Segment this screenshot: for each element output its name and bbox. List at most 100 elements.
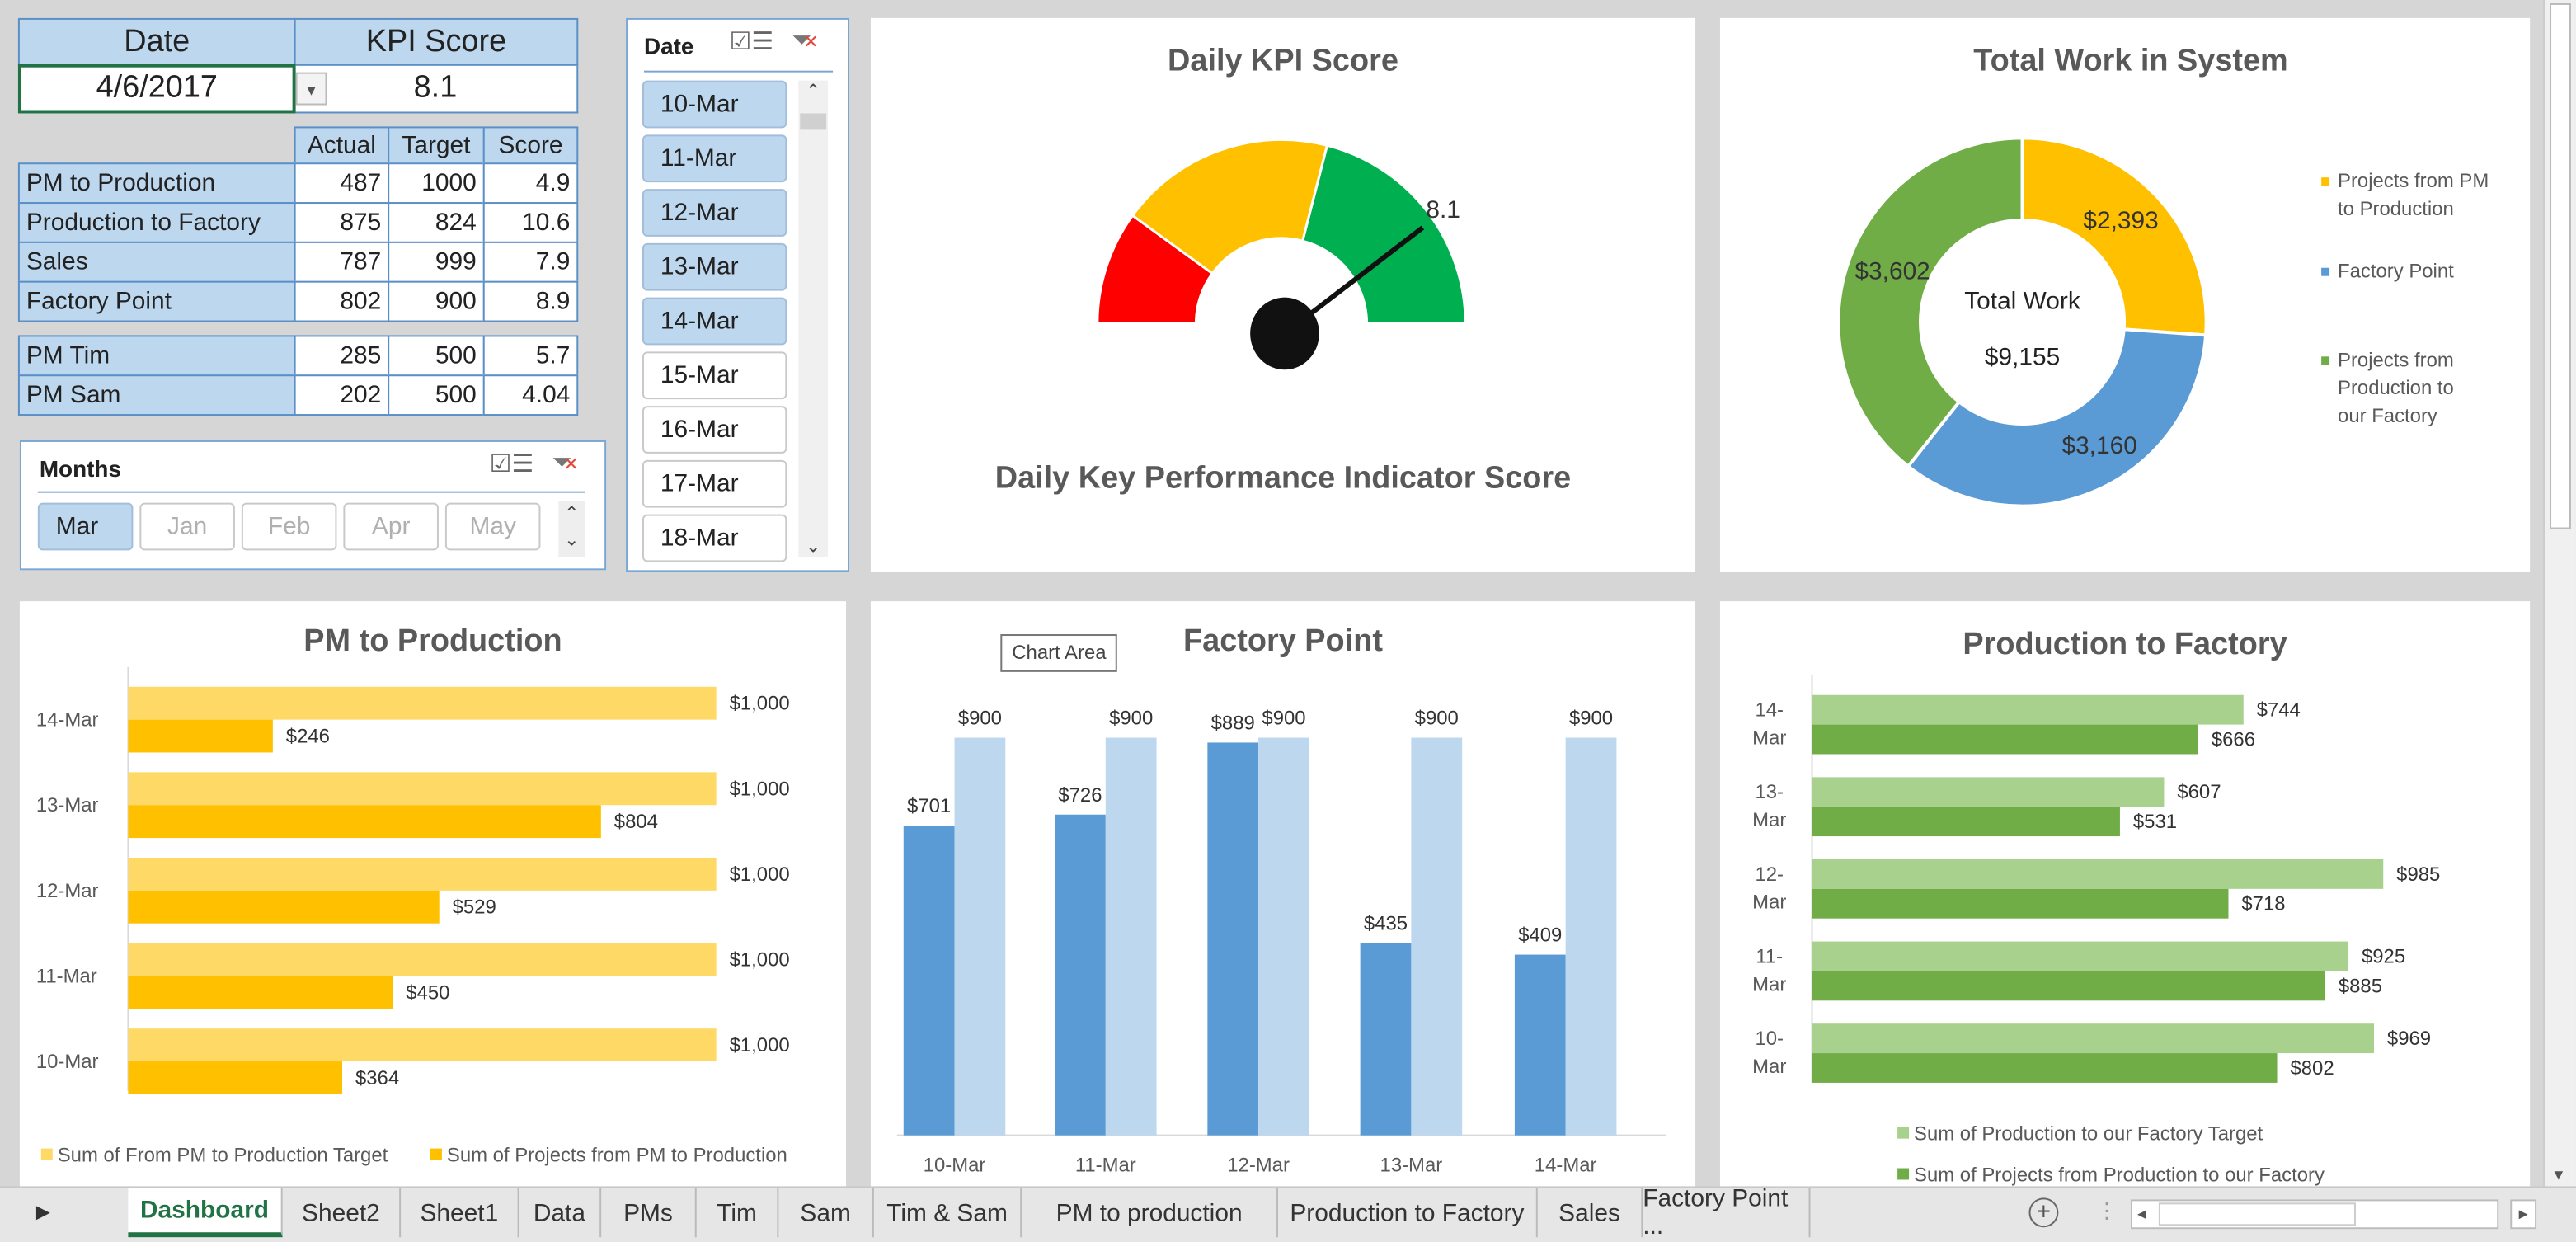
bar-data-label: $744: [2257, 699, 2301, 722]
cell-actual[interactable]: 285: [294, 335, 390, 377]
scroll-left-icon[interactable]: ◂: [2136, 1204, 2147, 1225]
month-item-apr[interactable]: Apr: [343, 502, 439, 551]
ptf-chart-title: Production to Factory: [1963, 628, 2287, 662]
bar: [1207, 742, 1259, 1136]
production-to-factory-panel[interactable]: Production to Factory $744 $666 14-Mar $607…: [1719, 601, 2531, 1187]
scroll-down-icon[interactable]: ▼: [2551, 1166, 2566, 1183]
date-item[interactable]: 15-Mar: [642, 351, 787, 400]
bar-data-label: $529: [453, 896, 496, 919]
bar: [1812, 941, 2349, 971]
bar-data-label: $925: [2362, 945, 2405, 967]
month-item-may[interactable]: May: [444, 502, 541, 551]
cell-score[interactable]: 4.04: [482, 374, 579, 416]
multi-select-icon[interactable]: ☑☰: [729, 27, 774, 56]
cell-target[interactable]: 999: [388, 241, 485, 283]
clear-filter-icon[interactable]: ⏷✕: [552, 448, 579, 477]
cell-score[interactable]: 10.6: [482, 202, 579, 243]
donut-svg: $2,393 Projects from PM to Production $3,16…: [1836, 136, 2489, 508]
bar: [1055, 814, 1106, 1136]
cell-actual[interactable]: 487: [294, 162, 390, 205]
cell-score[interactable]: 8.9: [482, 280, 579, 322]
cell-score[interactable]: 7.9: [482, 241, 579, 283]
clear-filter-icon[interactable]: ⏷✕: [792, 26, 819, 54]
date-item[interactable]: 12-Mar: [642, 189, 787, 237]
horizontal-scrollbar[interactable]: ◂: [2131, 1199, 2499, 1230]
sheet-tab[interactable]: Sheet2: [283, 1188, 402, 1238]
cell-score[interactable]: 5.7: [482, 335, 579, 377]
sheet-tab[interactable]: Factory Point ...: [1643, 1184, 1811, 1240]
bar-data-label: $900: [1262, 708, 1305, 730]
donut-chart-panel[interactable]: Total Work in System $2,393 Projects from…: [1719, 17, 2531, 572]
sheet-tab[interactable]: PMs: [601, 1188, 697, 1238]
donut-slice-label: $3,160: [2061, 432, 2136, 459]
month-item-feb[interactable]: Feb: [241, 502, 337, 551]
sheet-tab[interactable]: Sheet1: [401, 1188, 519, 1238]
sheet-tab[interactable]: Tim: [697, 1188, 779, 1238]
tab-splitter-icon[interactable]: ⋮: [2096, 1197, 2118, 1223]
legend-swatch: [40, 1148, 53, 1160]
sheet-tab[interactable]: Tim & Sam: [874, 1188, 1022, 1238]
months-scroll-arrows[interactable]: ⌃ ⌄: [558, 501, 585, 557]
add-sheet-icon[interactable]: +: [2028, 1197, 2059, 1228]
horizontal-scroll-thumb[interactable]: [2158, 1202, 2356, 1226]
vertical-scroll-thumb[interactable]: [2550, 2, 2571, 529]
date-item[interactable]: 13-Mar: [642, 242, 787, 291]
cell-target[interactable]: 1000: [388, 162, 485, 205]
bar-data-label: $1,000: [730, 948, 790, 971]
date-item[interactable]: 16-Mar: [642, 406, 787, 454]
bar: [128, 943, 717, 976]
chart-area-tooltip: Chart Area: [1000, 634, 1118, 672]
bar: [1411, 737, 1463, 1136]
cell-target[interactable]: 500: [388, 335, 485, 377]
donut-slice-label: $2,393: [2083, 207, 2158, 234]
scroll-right-icon[interactable]: ▸: [2510, 1199, 2537, 1230]
cell-actual[interactable]: 202: [294, 374, 390, 416]
cell-actual[interactable]: 787: [294, 241, 390, 283]
category-label: 10-Mar: [1752, 1028, 1786, 1078]
gauge-subtitle: Daily Key Performance Indicator Score: [994, 461, 1572, 496]
month-item-mar[interactable]: Mar: [37, 502, 134, 551]
category-label: 10-Mar: [924, 1155, 986, 1177]
sheet-tab[interactable]: Production to Factory: [1278, 1188, 1538, 1238]
gauge-knob: [1250, 297, 1319, 370]
sheet-tab[interactable]: Data: [519, 1188, 602, 1238]
bar: [1812, 807, 2120, 837]
bar-data-label: $1,000: [730, 1034, 790, 1056]
sheet-tab[interactable]: Sales: [1538, 1188, 1643, 1238]
pm-chart-title: PM to Production: [303, 624, 562, 659]
cell-actual[interactable]: 802: [294, 280, 390, 322]
date-item[interactable]: 18-Mar: [642, 514, 787, 562]
date-item[interactable]: 17-Mar: [642, 459, 787, 508]
date-slicer-scrollbar[interactable]: ⌃ ⌄: [798, 80, 829, 557]
date-item[interactable]: 11-Mar: [642, 134, 787, 183]
pm-to-production-panel[interactable]: PM to Production $1,000 $246 14-Mar $1,000 $…: [19, 601, 847, 1187]
cell-score[interactable]: 4.9: [482, 162, 579, 205]
column-header-score: Score: [482, 126, 579, 165]
bar-data-label: $985: [2396, 863, 2440, 886]
cell-target[interactable]: 500: [388, 374, 485, 416]
sheet-tab[interactable]: Sam: [778, 1188, 874, 1238]
date-item[interactable]: 10-Mar: [642, 80, 787, 129]
date-cell[interactable]: 4/6/2017: [17, 64, 296, 114]
date-item[interactable]: 14-Mar: [642, 297, 787, 346]
sheet-tab[interactable]: Dashboard: [128, 1188, 283, 1238]
cell-target[interactable]: 900: [388, 280, 485, 322]
month-item-jan[interactable]: Jan: [139, 502, 235, 551]
cell-target[interactable]: 824: [388, 202, 485, 243]
bar-data-label: $900: [1415, 708, 1459, 730]
donut-center-label: Total Work: [1964, 288, 2080, 315]
cell-actual[interactable]: 875: [294, 202, 390, 243]
gauge-chart-panel[interactable]: Daily KPI Score Daily Key Performance In…: [870, 17, 1696, 572]
scroll-thumb[interactable]: [800, 113, 827, 130]
bar-data-label: $607: [2177, 781, 2221, 803]
bar-data-label: $1,000: [730, 778, 790, 800]
vertical-scrollbar[interactable]: ▼: [2543, 0, 2576, 1187]
bar-data-label: $885: [2339, 975, 2382, 997]
sheet-tab[interactable]: PM to production: [1022, 1188, 1279, 1238]
bar-data-label: $804: [614, 811, 658, 833]
factory-point-panel[interactable]: Factory Point $701 $900 10-Mar $726 $900 11-M…: [870, 601, 1696, 1187]
category-label: 13-Mar: [36, 794, 99, 816]
dropdown-arrow-icon[interactable]: ▼: [295, 72, 327, 106]
tab-scroll-right-icon[interactable]: ▶: [35, 1202, 50, 1223]
multi-select-icon[interactable]: ☑☰: [489, 449, 534, 478]
